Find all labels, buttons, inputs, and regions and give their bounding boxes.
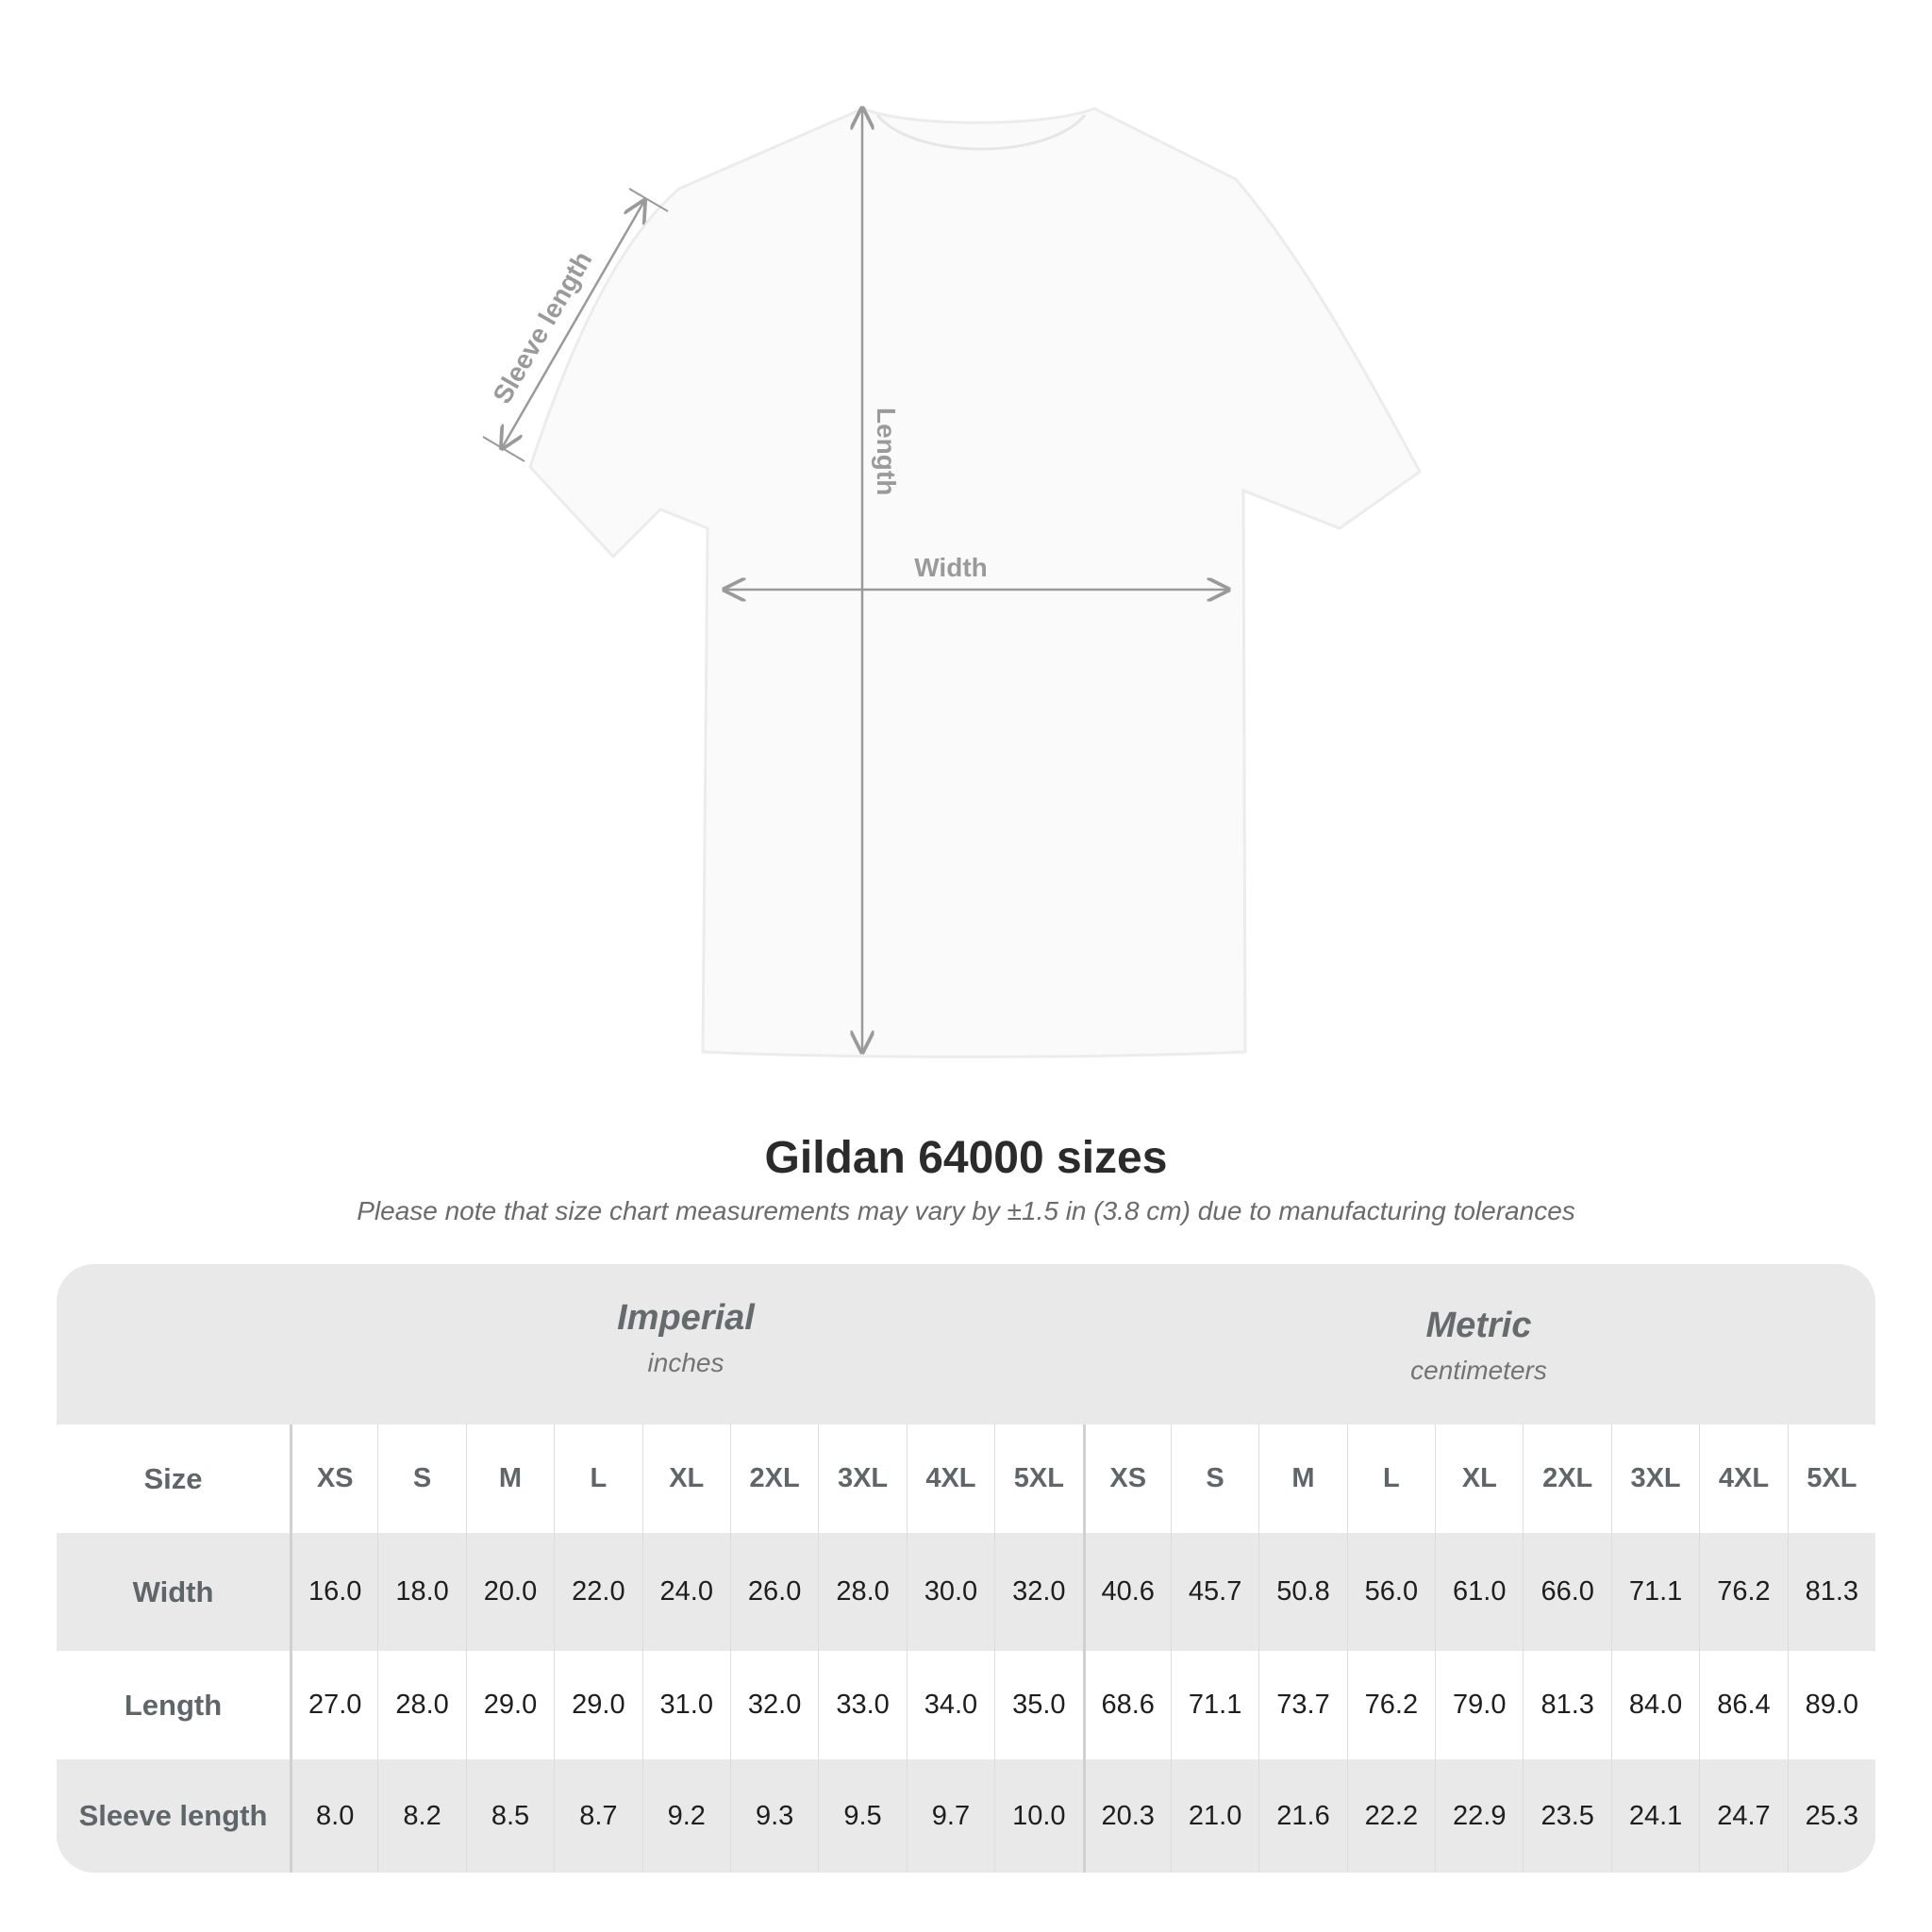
size-header-row: Size XS S M L XL 2XL 3XL 4XL 5XL XS S M L XL 2XL 3XL 4XL 5… bbox=[57, 1424, 1875, 1533]
metric-value-cell: 89.0 bbox=[1787, 1651, 1875, 1759]
metric-size-header: 3XL bbox=[1610, 1424, 1699, 1533]
imperial-value-cell: 32.0 bbox=[994, 1533, 1082, 1651]
imperial-value-cell: 9.2 bbox=[641, 1759, 730, 1873]
metric-value-cell: 40.6 bbox=[1082, 1533, 1171, 1651]
imperial-value-cell: 20.0 bbox=[465, 1533, 554, 1651]
imperial-size-header: 2XL bbox=[729, 1424, 818, 1533]
imperial-value-cell: 8.7 bbox=[554, 1759, 641, 1873]
imperial-size-header: M bbox=[465, 1424, 554, 1533]
metric-value-cell: 81.3 bbox=[1787, 1533, 1875, 1651]
metric-value-cell: 22.2 bbox=[1346, 1759, 1435, 1873]
imperial-value-cell: 35.0 bbox=[994, 1651, 1082, 1759]
metric-value-cell: 73.7 bbox=[1258, 1651, 1346, 1759]
imperial-value-cell: 10.0 bbox=[994, 1759, 1082, 1873]
row-label: Width bbox=[132, 1574, 214, 1608]
metric-size-header: 5XL bbox=[1787, 1424, 1875, 1533]
imperial-value-cell: 28.0 bbox=[818, 1533, 906, 1651]
metric-value-cell: 50.8 bbox=[1258, 1533, 1346, 1651]
row-label: Sleeve length bbox=[78, 1799, 268, 1832]
metric-value-cell: 61.0 bbox=[1435, 1533, 1523, 1651]
imperial-value-cell: 29.0 bbox=[554, 1651, 641, 1759]
imperial-value-cell: 9.5 bbox=[818, 1759, 906, 1873]
page-title: Gildan 64000 sizes bbox=[764, 1133, 1168, 1183]
imperial-value-cell: 9.7 bbox=[906, 1759, 994, 1873]
imperial-value-cell: 34.0 bbox=[906, 1651, 994, 1759]
metric-value-cell: 20.3 bbox=[1082, 1759, 1171, 1873]
metric-size-header: S bbox=[1170, 1424, 1258, 1533]
length-label: Length bbox=[872, 408, 901, 495]
metric-value-cell: 76.2 bbox=[1699, 1533, 1787, 1651]
imperial-size-header: 3XL bbox=[818, 1424, 906, 1533]
imperial-size-header: S bbox=[377, 1424, 465, 1533]
tolerance-note: Please note that size chart measurements… bbox=[357, 1196, 1575, 1225]
metric-value-cell: 71.1 bbox=[1610, 1533, 1699, 1651]
metric-value-cell: 24.1 bbox=[1610, 1759, 1699, 1873]
metric-value-cell: 84.0 bbox=[1610, 1651, 1699, 1759]
imperial-value-cell: 22.0 bbox=[554, 1533, 641, 1651]
metric-size-header: XS bbox=[1082, 1424, 1171, 1533]
metric-value-cell: 21.0 bbox=[1170, 1759, 1258, 1873]
width-label: Width bbox=[914, 553, 988, 582]
tshirt-measurement-diagram: Sleeve length Length Width bbox=[482, 0, 1422, 1058]
metric-size-header: L bbox=[1346, 1424, 1435, 1533]
metric-value-cell: 21.6 bbox=[1258, 1759, 1346, 1873]
metric-value-cell: 23.5 bbox=[1523, 1759, 1610, 1873]
imperial-size-header: 4XL bbox=[906, 1424, 994, 1533]
imperial-size-header: XS bbox=[290, 1424, 377, 1533]
imperial-value-cell: 9.3 bbox=[729, 1759, 818, 1873]
metric-value-cell: 71.1 bbox=[1170, 1651, 1258, 1759]
metric-size-header: M bbox=[1258, 1424, 1346, 1533]
metric-value-cell: 66.0 bbox=[1523, 1533, 1610, 1651]
metric-value-cell: 86.4 bbox=[1699, 1651, 1787, 1759]
imperial-value-cell: 8.2 bbox=[377, 1759, 465, 1873]
metric-value-cell: 56.0 bbox=[1346, 1533, 1435, 1651]
imperial-value-cell: 8.5 bbox=[465, 1759, 554, 1873]
imperial-value-cell: 29.0 bbox=[465, 1651, 554, 1759]
imperial-value-cell: 16.0 bbox=[290, 1533, 377, 1651]
imperial-value-cell: 32.0 bbox=[729, 1651, 818, 1759]
metric-title: Metric bbox=[1425, 1306, 1532, 1345]
imperial-value-cell: 8.0 bbox=[290, 1759, 377, 1873]
metric-unit: centimeters bbox=[1410, 1356, 1547, 1385]
imperial-size-header: L bbox=[554, 1424, 641, 1533]
metric-size-header: 4XL bbox=[1699, 1424, 1787, 1533]
imperial-value-cell: 31.0 bbox=[641, 1651, 730, 1759]
metric-value-cell: 22.9 bbox=[1435, 1759, 1523, 1873]
imperial-value-cell: 28.0 bbox=[377, 1651, 465, 1759]
metric-value-cell: 24.7 bbox=[1699, 1759, 1787, 1873]
row-label: Size bbox=[143, 1461, 203, 1495]
imperial-title: Imperial bbox=[617, 1298, 755, 1338]
imperial-value-cell: 30.0 bbox=[906, 1533, 994, 1651]
metric-value-cell: 25.3 bbox=[1787, 1759, 1875, 1873]
imperial-value-cell: 27.0 bbox=[290, 1651, 377, 1759]
imperial-size-header: 5XL bbox=[994, 1424, 1082, 1533]
imperial-value-cell: 18.0 bbox=[377, 1533, 465, 1651]
metric-size-header: XL bbox=[1435, 1424, 1523, 1533]
imperial-unit: inches bbox=[647, 1348, 724, 1377]
imperial-value-cell: 24.0 bbox=[641, 1533, 730, 1651]
imperial-value-cell: 33.0 bbox=[818, 1651, 906, 1759]
metric-value-cell: 68.6 bbox=[1082, 1651, 1171, 1759]
table-row: Length 27.0 28.0 29.0 29.0 31.0 32.0 33.0 34.0 35… bbox=[57, 1651, 1875, 1759]
imperial-size-header: XL bbox=[641, 1424, 730, 1533]
row-label: Length bbox=[124, 1688, 223, 1722]
table-row: Width 16.0 18.0 20.0 22.0 24.0 26.0 28.0 30.0 32.… bbox=[57, 1533, 1875, 1651]
metric-size-header: 2XL bbox=[1523, 1424, 1610, 1533]
tshirt-shape bbox=[528, 107, 1422, 1058]
metric-header: Metric centimeters bbox=[1082, 1264, 1875, 1424]
imperial-value-cell: 26.0 bbox=[729, 1533, 818, 1651]
sleeve-arrow bbox=[502, 201, 644, 448]
size-table: Imperial inches Metric centimeters Size X… bbox=[57, 1264, 1875, 1873]
metric-value-cell: 79.0 bbox=[1435, 1651, 1523, 1759]
metric-value-cell: 45.7 bbox=[1170, 1533, 1258, 1651]
metric-value-cell: 76.2 bbox=[1346, 1651, 1435, 1759]
metric-value-cell: 81.3 bbox=[1523, 1651, 1610, 1759]
imperial-header: Imperial inches bbox=[290, 1264, 1082, 1424]
table-row: Sleeve length 8.0 8.2 8.5 8.7 9.2 9.3 9.5 9.7 10.… bbox=[57, 1759, 1875, 1873]
